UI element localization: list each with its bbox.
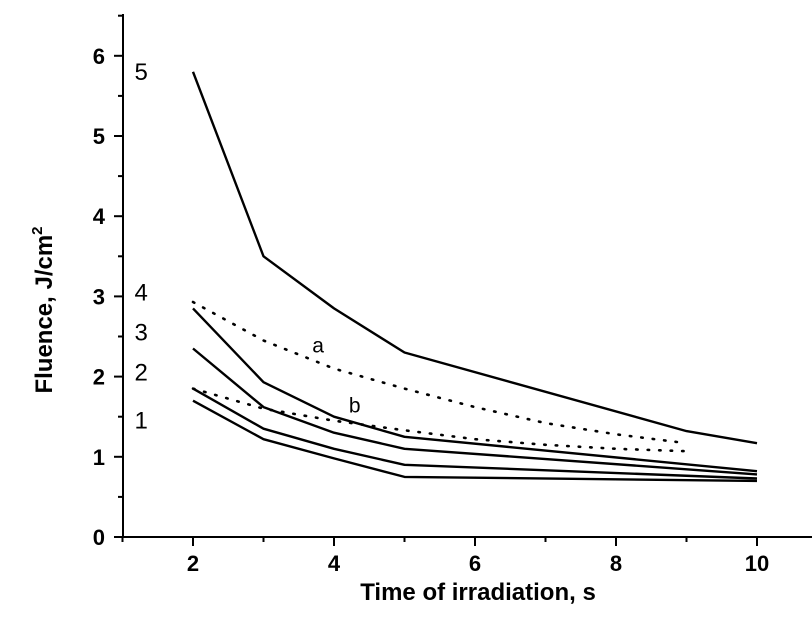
curve-labels: 1 2 3 4 5 a b (135, 59, 361, 435)
y-axis-title: Fluence, J/cm2 (29, 226, 58, 393)
y-tick-label: 1 (93, 445, 105, 470)
curve-label-3: 3 (135, 319, 148, 346)
series-line-3 (193, 349, 757, 475)
curve-label-a: a (312, 335, 324, 358)
x-axis-title: Time of irradiation, s (360, 579, 596, 606)
curve-label-1: 1 (135, 408, 148, 435)
axes: 0 1 2 3 4 5 6 2 4 6 8 10 (93, 14, 812, 576)
x-tick-label: 4 (328, 551, 341, 576)
x-tick-label: 6 (469, 551, 481, 576)
x-tick-label: 10 (745, 551, 769, 576)
curve-label-b: b (349, 395, 361, 418)
y-axis-title-text: Fluence, J/cm (31, 235, 58, 394)
series-line-a (193, 302, 687, 443)
y-tick-label: 5 (93, 124, 105, 149)
series-line-2 (193, 389, 757, 479)
y-axis-title-group: Fluence, J/cm2 (29, 226, 58, 393)
y-tick-label: 4 (93, 204, 106, 229)
series-line-5 (193, 72, 757, 443)
curve-label-5: 5 (135, 59, 148, 86)
y-tick-label: 2 (93, 365, 105, 390)
y-axis-title-superscript: 2 (29, 226, 46, 234)
x-tick-label: 8 (610, 551, 622, 576)
y-tick-label: 0 (93, 525, 105, 550)
x-tick-label: 2 (187, 551, 199, 576)
curve-label-4: 4 (135, 279, 148, 306)
series-line-4 (193, 308, 757, 471)
series-group (193, 72, 757, 481)
y-tick-label: 6 (93, 44, 105, 69)
y-tick-label: 3 (93, 284, 105, 309)
curve-label-2: 2 (135, 360, 148, 387)
